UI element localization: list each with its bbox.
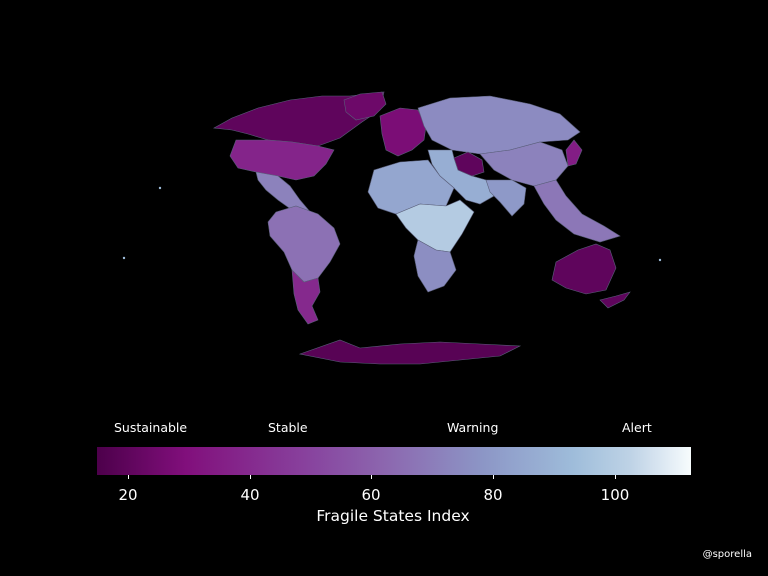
tick-mark (493, 475, 494, 479)
tick-mark (615, 475, 616, 479)
colorbar-label: Fragile States Index (316, 507, 470, 525)
region-antarctica (298, 339, 522, 365)
tick-label: 100 (600, 486, 630, 504)
colorbar (97, 447, 691, 475)
region-new-zealand (599, 291, 631, 309)
region-sub-saharan-africa (395, 199, 475, 253)
region-europe (379, 107, 427, 157)
region-southern-cone (291, 269, 321, 325)
region-russia (417, 95, 581, 155)
category-sustainable: Sustainable (114, 420, 188, 435)
tick-mark (371, 475, 372, 479)
category-stable: Stable (268, 420, 308, 435)
tick-label: 60 (361, 486, 381, 504)
region-australia (551, 243, 617, 295)
region-greenland (343, 91, 387, 121)
region-southeast-asia (533, 179, 621, 243)
category-warning: Warning (447, 420, 499, 435)
tick-mark (128, 475, 129, 479)
tick-label: 20 (118, 486, 138, 504)
country-regions (122, 91, 662, 365)
region-south-asia (485, 179, 527, 217)
island-dot (158, 186, 162, 190)
island-dot (658, 258, 662, 262)
region-iran (453, 151, 485, 177)
island-dot (122, 256, 126, 260)
region-china (479, 141, 569, 187)
tick-label: 80 (483, 486, 503, 504)
tick-label: 40 (240, 486, 260, 504)
tick-mark (250, 475, 251, 479)
region-south-america (267, 205, 341, 283)
credit: @sporella (702, 549, 752, 560)
category-alert: Alert (622, 420, 652, 435)
region-japan-korea (565, 139, 583, 167)
world-map (122, 91, 662, 365)
region-usa (229, 139, 335, 181)
region-southern-africa (413, 239, 457, 293)
